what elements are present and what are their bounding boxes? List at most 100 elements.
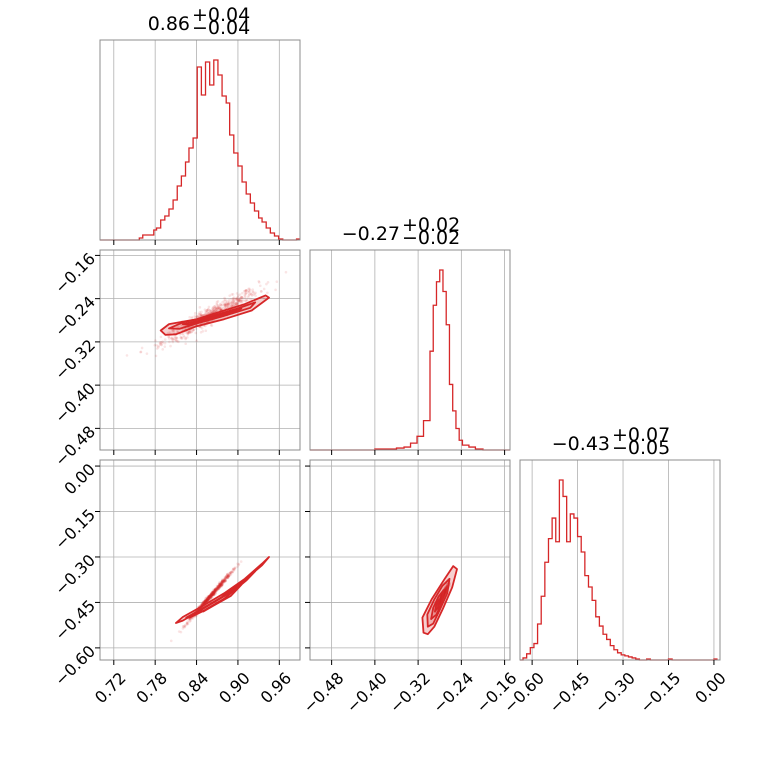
scatter-point bbox=[160, 343, 163, 347]
scatter-point bbox=[444, 587, 448, 591]
scatter-point bbox=[156, 346, 160, 349]
scatter-point bbox=[244, 289, 247, 293]
scatter-point bbox=[236, 294, 240, 297]
scatter-point bbox=[185, 622, 189, 625]
scatter-point bbox=[224, 306, 227, 310]
hist-panel-0 bbox=[113, 40, 280, 240]
scatter-point bbox=[249, 297, 252, 301]
scatter-point bbox=[226, 573, 229, 576]
scatter-point bbox=[240, 300, 243, 304]
scatter-point bbox=[443, 588, 447, 592]
scatter-point bbox=[199, 313, 202, 317]
scatter-point bbox=[234, 303, 238, 307]
scatter-point bbox=[218, 308, 222, 311]
scatter-point bbox=[224, 302, 228, 306]
scatter-point bbox=[212, 306, 216, 310]
scatter-point bbox=[208, 596, 211, 600]
scatter-point bbox=[140, 346, 144, 350]
scatter-point bbox=[223, 578, 226, 582]
scatter-point bbox=[238, 293, 242, 296]
scatter-point bbox=[444, 588, 448, 592]
scatter-point bbox=[221, 580, 224, 583]
scatter-point bbox=[184, 623, 187, 627]
scatter-point bbox=[159, 343, 163, 346]
scatter-point bbox=[221, 583, 224, 587]
scatter-point bbox=[214, 589, 218, 592]
scatter-point bbox=[444, 588, 448, 591]
scatter-point bbox=[207, 597, 210, 601]
scatter-point bbox=[220, 584, 224, 588]
scatter-point bbox=[214, 590, 217, 594]
scatter-point bbox=[211, 306, 215, 309]
scatter-point bbox=[212, 591, 216, 595]
scatter-point bbox=[213, 589, 217, 593]
scatter-point bbox=[213, 589, 217, 592]
scatter-point bbox=[218, 585, 222, 589]
scatter-point bbox=[196, 315, 200, 319]
scatter-point bbox=[206, 310, 210, 314]
scatter-point bbox=[204, 599, 207, 602]
scatter-point bbox=[217, 583, 221, 586]
scatter-point bbox=[209, 310, 213, 313]
scatter-point bbox=[215, 586, 218, 590]
scatter-point bbox=[221, 306, 225, 310]
scatter-point bbox=[444, 590, 447, 594]
scatter-point bbox=[155, 344, 159, 347]
scatter-point bbox=[207, 305, 211, 309]
scatter-point bbox=[211, 590, 215, 594]
scatter-point bbox=[215, 587, 219, 590]
scatter-point bbox=[444, 588, 447, 591]
scatter-point bbox=[444, 589, 447, 592]
scatter-point bbox=[177, 630, 181, 633]
scatter-point bbox=[239, 299, 242, 303]
scatter-point bbox=[439, 596, 443, 600]
scatter-point bbox=[226, 305, 230, 308]
scatter-point bbox=[213, 306, 217, 310]
scatter-point bbox=[205, 599, 209, 602]
scatter-point bbox=[169, 344, 172, 348]
scatter-point bbox=[219, 582, 223, 586]
scatter-point bbox=[145, 352, 149, 355]
scatter-point bbox=[209, 595, 212, 598]
scatter-point bbox=[211, 306, 215, 310]
scatter-point bbox=[215, 586, 218, 590]
scatter-point bbox=[176, 340, 179, 343]
scatter-point bbox=[180, 335, 183, 339]
scatter-point bbox=[160, 341, 163, 344]
scatter-point bbox=[215, 589, 218, 592]
scatter-point bbox=[183, 625, 186, 629]
scatter-point bbox=[248, 287, 251, 291]
scatter-point bbox=[211, 592, 214, 595]
scatter-point bbox=[443, 591, 447, 595]
scatter-point bbox=[207, 595, 211, 599]
scatter-point bbox=[223, 303, 226, 307]
scatter-point bbox=[205, 598, 208, 602]
scatter-point bbox=[125, 354, 129, 357]
scatter-point bbox=[212, 590, 215, 594]
scatter-point bbox=[443, 587, 447, 590]
scatter-point bbox=[245, 288, 248, 292]
scatter-point bbox=[204, 599, 208, 603]
scatter-point bbox=[209, 595, 213, 599]
scatter-point bbox=[161, 348, 165, 351]
scatter-point bbox=[211, 592, 214, 596]
scatter-point bbox=[223, 576, 227, 580]
scatter-point bbox=[443, 590, 447, 594]
scatter-point bbox=[219, 584, 223, 587]
scatter-point bbox=[216, 307, 219, 310]
scatter-point bbox=[195, 339, 198, 342]
scatter-point bbox=[251, 288, 255, 291]
scatter-point bbox=[198, 311, 202, 314]
scatter-point bbox=[225, 573, 229, 577]
scatter-point bbox=[284, 270, 288, 274]
scatter-point bbox=[204, 600, 208, 604]
scatter-point bbox=[229, 572, 232, 576]
scatter-point bbox=[223, 303, 227, 307]
scatter-point bbox=[444, 589, 447, 592]
scatter-point bbox=[439, 595, 443, 598]
panel-title-minus-1: −0.02 bbox=[402, 227, 460, 249]
scatter-point bbox=[211, 591, 214, 594]
scatter-point bbox=[444, 588, 448, 592]
scatter-point bbox=[223, 578, 226, 582]
scatter-point bbox=[207, 595, 211, 599]
